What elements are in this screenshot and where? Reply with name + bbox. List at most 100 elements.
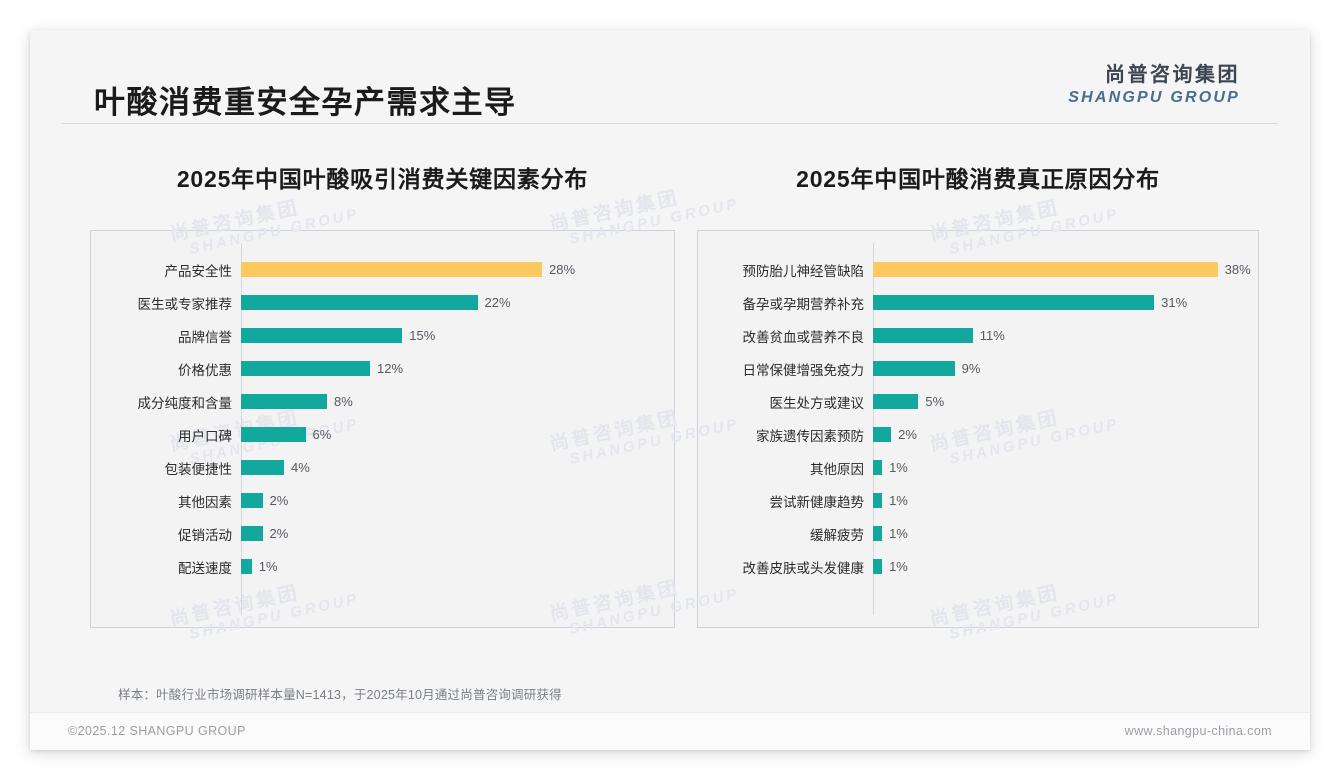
bar-row[interactable]: 品牌信誉 15% xyxy=(91,319,674,352)
bar-track: 2% xyxy=(241,526,674,541)
bar-value-label: 2% xyxy=(898,427,917,442)
bar-value-label: 15% xyxy=(409,328,436,343)
bar-row[interactable]: 医生处方或建议 5% xyxy=(698,385,1258,418)
bar-category-label: 备孕或孕期营养补充 xyxy=(742,296,865,312)
chart-panel-left: 产品安全性 28% 医生或专家推荐 22% 品牌信誉 15% 价格优惠 12% 成分纯度和含量 8… xyxy=(90,230,675,628)
bar-track: 15% xyxy=(241,328,674,343)
bar-category-label: 其他因素 xyxy=(178,494,232,510)
bar-value-label: 31% xyxy=(1161,295,1188,310)
bar-category-label: 预防胎儿神经管缺陷 xyxy=(742,263,865,279)
bar-row[interactable]: 缓解疲劳 1% xyxy=(698,517,1258,550)
chart-plot-right: 预防胎儿神经管缺陷 38% 备孕或孕期营养补充 31% 改善贫血或营养不良 11% 日常保健… xyxy=(698,231,1258,627)
bar xyxy=(873,394,919,409)
logo-english-text: SHANGPU GROUP xyxy=(1068,89,1240,106)
bar xyxy=(241,394,327,409)
bar-category-label: 尝试新健康趋势 xyxy=(769,494,865,510)
bar xyxy=(241,460,284,475)
bar-track: 5% xyxy=(873,394,1258,409)
bar xyxy=(873,328,973,343)
bar-category-label: 医生或专家推荐 xyxy=(137,296,233,312)
slide-card: 尚普咨询集团 SHANGPU GROUP 尚普咨询集团 SHANGPU GROUP 尚普… xyxy=(30,30,1310,750)
bar-row[interactable]: 用户口碑 6% xyxy=(91,418,674,451)
bar-row[interactable]: 尝试新健康趋势 1% xyxy=(698,484,1258,517)
bar-track: 1% xyxy=(873,526,1258,541)
bar-track: 22% xyxy=(241,295,674,310)
bar-row[interactable]: 其他原因 1% xyxy=(698,451,1258,484)
footer-bar: ©2025.12 SHANGPU GROUP www.shangpu-china… xyxy=(30,712,1310,750)
bar xyxy=(241,295,478,310)
sample-footnote: 样本：叶酸行业市场调研样本量N=1413，于2025年10月通过尚普咨询调研获得 xyxy=(118,688,562,702)
bar-category-label: 品牌信誉 xyxy=(178,329,232,345)
header-divider xyxy=(62,123,1278,124)
bar xyxy=(873,526,883,541)
bar-row[interactable]: 产品安全性 28% xyxy=(91,253,674,286)
bar-track: 1% xyxy=(873,460,1258,475)
copyright-text: ©2025.12 SHANGPU GROUP xyxy=(68,724,246,738)
bar-row[interactable]: 医生或专家推荐 22% xyxy=(91,286,674,319)
bar-row[interactable]: 日常保健增强免疫力 9% xyxy=(698,352,1258,385)
bar-track: 31% xyxy=(873,295,1258,310)
bar-value-label: 11% xyxy=(979,328,1005,343)
bar-track: 12% xyxy=(241,361,674,376)
bar xyxy=(241,493,263,508)
bar-category-label: 包装便捷性 xyxy=(164,461,233,477)
chart-block-right: 2025年中国叶酸消费真正原因分布 预防胎儿神经管缺陷 38% 备孕或孕期营养补充 3… xyxy=(697,160,1259,628)
bar-value-label: 8% xyxy=(334,394,353,409)
bar-value-label: 5% xyxy=(925,394,945,409)
chart-panel-right: 预防胎儿神经管缺陷 38% 备孕或孕期营养补充 31% 改善贫血或营养不良 11% 日常保健… xyxy=(697,230,1259,628)
bar-row[interactable]: 预防胎儿神经管缺陷 38% xyxy=(698,253,1258,286)
bar-row[interactable]: 其他因素 2% xyxy=(91,484,674,517)
bar xyxy=(873,295,1155,310)
page-title: 叶酸消费重安全孕产需求主导 xyxy=(94,85,517,120)
bar-value-label: 1% xyxy=(889,559,908,574)
bar-track: 1% xyxy=(241,559,674,574)
bar-value-label: 1% xyxy=(889,493,908,508)
bar-value-label: 1% xyxy=(889,460,908,475)
bar-row[interactable]: 配送速度 1% xyxy=(91,550,674,583)
bar-category-label: 用户口碑 xyxy=(178,428,232,444)
bar-value-label: 1% xyxy=(889,526,908,541)
bar-value-label: 12% xyxy=(377,361,404,376)
logo-chinese-text: 尚普咨询集团 xyxy=(1105,64,1240,86)
bar-track: 1% xyxy=(873,493,1258,508)
slide-header: 叶酸消费重安全孕产需求主导 尚普咨询集团 SHANGPU GROUP xyxy=(30,30,1310,123)
bar-value-label: 22% xyxy=(484,295,511,310)
bar-row[interactable]: 家族遗传因素预防 2% xyxy=(698,418,1258,451)
bar-row[interactable]: 价格优惠 12% xyxy=(91,352,674,385)
bar-category-label: 医生处方或建议 xyxy=(769,395,865,411)
bar-value-label: 1% xyxy=(258,559,278,574)
bar xyxy=(241,427,306,442)
bar-row[interactable]: 促销活动 2% xyxy=(91,517,674,550)
bar-value-label: 38% xyxy=(1224,262,1251,277)
bar xyxy=(873,361,955,376)
bar-value-label: 9% xyxy=(961,361,981,376)
bar-category-label: 改善贫血或营养不良 xyxy=(742,329,865,345)
chart-title-left: 2025年中国叶酸吸引消费关键因素分布 xyxy=(176,166,589,192)
bar-row[interactable]: 改善皮肤或头发健康 1% xyxy=(698,550,1258,583)
bar-category-label: 日常保健增强免疫力 xyxy=(742,362,865,378)
bar xyxy=(241,559,252,574)
bar-track: 4% xyxy=(241,460,674,475)
bar-track: 1% xyxy=(873,559,1258,574)
bar-category-label: 产品安全性 xyxy=(164,263,233,279)
bar-track: 9% xyxy=(873,361,1258,376)
bar-category-label: 家族遗传因素预防 xyxy=(756,428,864,444)
bar-value-label: 2% xyxy=(269,526,289,541)
bar-value-label: 6% xyxy=(312,427,332,442)
bar xyxy=(873,559,883,574)
bar-category-label: 促销活动 xyxy=(178,527,232,543)
bar-track: 11% xyxy=(873,328,1258,343)
bar-track: 28% xyxy=(241,262,674,277)
bar-category-label: 配送速度 xyxy=(178,560,232,576)
website-text: www.shangpu-china.com xyxy=(1124,724,1272,738)
bar-row[interactable]: 备孕或孕期营养补充 31% xyxy=(698,286,1258,319)
bar-row[interactable]: 改善贫血或营养不良 11% xyxy=(698,319,1258,352)
bar xyxy=(241,328,403,343)
bar xyxy=(241,526,263,541)
bar-value-label: 2% xyxy=(269,493,289,508)
bar-row[interactable]: 成分纯度和含量 8% xyxy=(91,385,674,418)
bar-track: 2% xyxy=(873,427,1258,442)
bar-row[interactable]: 包装便捷性 4% xyxy=(91,451,674,484)
chart-plot-left: 产品安全性 28% 医生或专家推荐 22% 品牌信誉 15% 价格优惠 12% 成分纯度和含量 8… xyxy=(91,231,674,627)
bar-category-label: 成分纯度和含量 xyxy=(137,395,233,411)
